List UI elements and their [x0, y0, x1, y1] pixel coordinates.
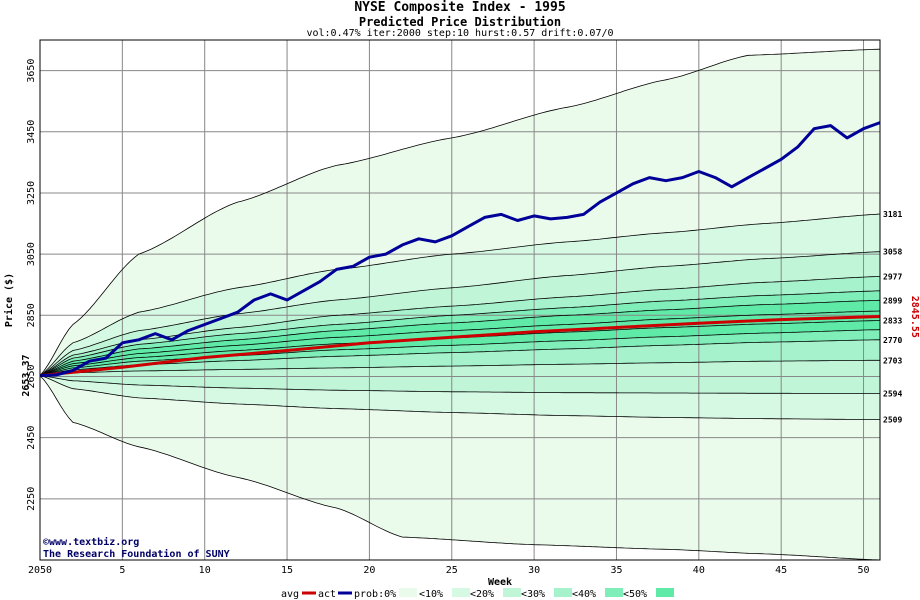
x-tick-label: 15: [281, 565, 293, 576]
y-tick-label: 2650: [26, 364, 37, 388]
legend-swatch: [554, 588, 572, 597]
plot-frame: [39, 39, 881, 561]
legend-item-label: <30%: [521, 589, 545, 600]
probability-band: [40, 375, 880, 560]
percentile-curve: [39, 339, 880, 376]
percentile-label: 2594: [883, 390, 902, 399]
chart-subtitle: Predicted Price Distribution: [358, 15, 562, 29]
legend: avg act prob:0% <10% <20% <30% <40% <50%: [281, 588, 674, 600]
chart-title: NYSE Composite Index - 1995: [354, 0, 566, 15]
percentile-label: 2833: [883, 316, 902, 325]
series-line-avg: [39, 315, 881, 378]
x-tick-label: 40: [693, 565, 705, 576]
probability-band: [40, 320, 880, 376]
x-tick-label: 30: [528, 565, 540, 576]
legend-act-label: act: [318, 589, 336, 600]
percentile-curve: [39, 213, 881, 376]
x-tick-label: 5: [119, 565, 125, 576]
legend-item-label: <40%: [572, 589, 596, 600]
x-tick-label: 25: [446, 565, 458, 576]
watermark-org: The Research Foundation of SUNY: [43, 548, 230, 560]
start-value-label: 2653.37: [21, 354, 32, 396]
percentile-label: 2770: [883, 336, 902, 345]
y-tick-label: 3250: [26, 181, 37, 205]
percentile-curve: [39, 375, 880, 420]
legend-swatch: [399, 588, 417, 597]
legend-item-label: <10%: [419, 589, 443, 600]
probability-band: [40, 339, 880, 376]
percentile-label: 2977: [883, 272, 902, 281]
probability-band: [40, 375, 880, 420]
legend-swatch: [605, 588, 623, 597]
watermark-url: ©www.textbiz.org: [43, 536, 139, 548]
percentile-curve: [39, 290, 881, 376]
legend-swatch: [503, 588, 521, 597]
percentile-label: 3181: [883, 210, 902, 219]
percentile-curve: [39, 48, 881, 376]
y-tick-label: 3650: [26, 59, 37, 83]
legend-swatch: [452, 588, 470, 597]
percentile-label: 3058: [883, 248, 902, 257]
x-tick-label: 45: [775, 565, 787, 576]
percentile-curve: [39, 359, 880, 376]
probability-band: [40, 251, 880, 376]
y-tick-label: 2450: [26, 426, 37, 450]
probability-band: [40, 329, 880, 376]
legend-item-label: <50%: [623, 589, 647, 600]
y-tick-label: 3050: [26, 242, 37, 266]
x-axis-label: Week: [488, 577, 512, 588]
probability-band: [40, 300, 880, 376]
x-tick-label: 10: [199, 565, 211, 576]
probability-band: [40, 49, 880, 376]
legend-item-label: <20%: [470, 589, 494, 600]
x-tick-label: 50: [858, 565, 870, 576]
legend-prob-label: prob:0%: [354, 589, 396, 600]
x-tick-label: 2050: [28, 565, 52, 576]
probability-band: [40, 290, 880, 376]
y-axis-label: Price ($): [3, 273, 15, 327]
percentile-curve: [39, 299, 881, 376]
percentile-curve: [39, 375, 880, 394]
percentile-curve: [39, 310, 881, 376]
percentile-curve: [39, 375, 881, 561]
percentile-label: 2899: [883, 296, 902, 305]
percentile-label: 2509: [883, 416, 902, 425]
percentile-label: 2703: [883, 356, 902, 365]
end-value-label: 2845.55: [909, 296, 920, 338]
probability-band: [40, 276, 880, 376]
y-tick-label: 2250: [26, 487, 37, 511]
chart-params: vol:0.47% iter:2000 step:10 hurst:0.57 d…: [306, 28, 614, 39]
series-line-act: [39, 121, 881, 378]
legend-swatch: [656, 588, 674, 597]
x-tick-label: 35: [610, 565, 622, 576]
legend-avg-label: avg: [281, 589, 299, 600]
percentile-curve: [39, 251, 881, 376]
x-tick-label: 20: [363, 565, 375, 576]
y-tick-label: 3450: [26, 120, 37, 144]
y-tick-label: 2850: [26, 303, 37, 327]
